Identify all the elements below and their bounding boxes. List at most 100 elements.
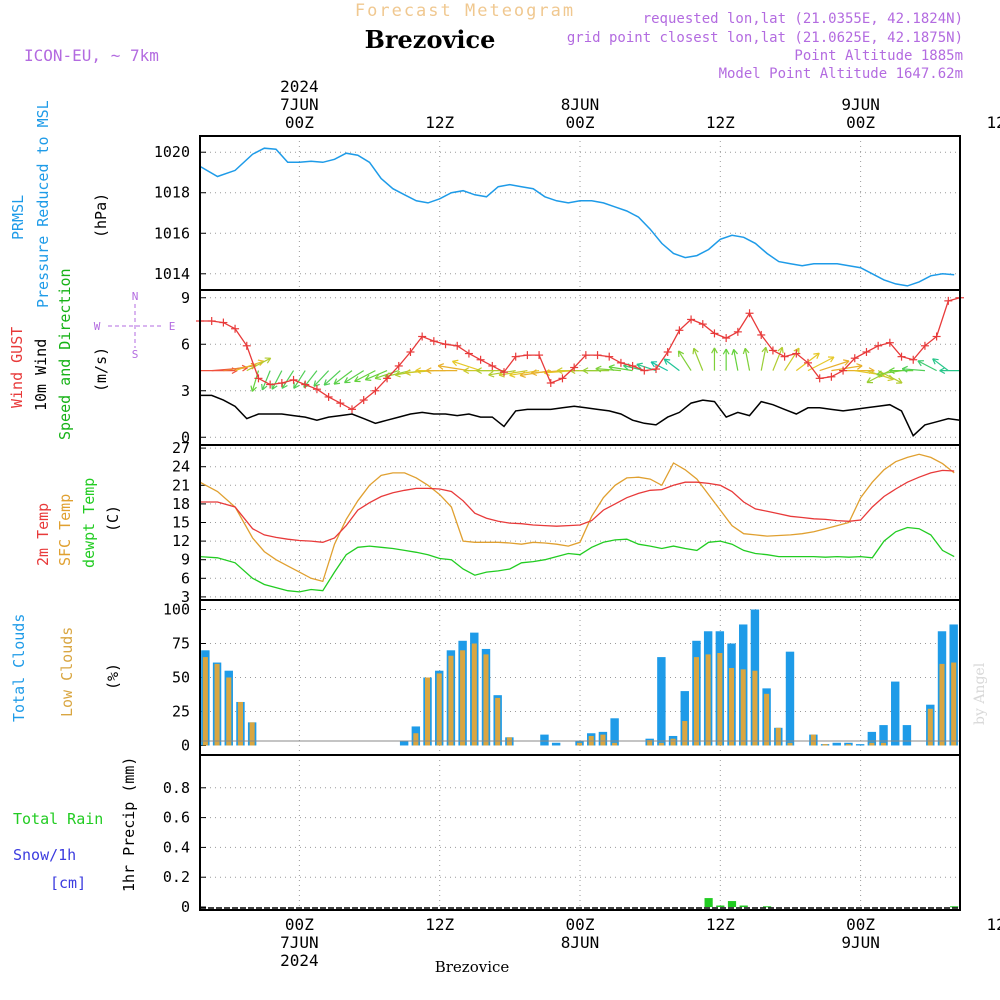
wind-arrow-head (636, 363, 642, 370)
wind-arrow (917, 360, 937, 372)
wind-arrow (261, 370, 271, 391)
gust-marker (839, 366, 848, 375)
gust-marker (441, 340, 450, 349)
y-tick-label: 15 (172, 514, 190, 532)
low-cloud-bar (237, 701, 243, 746)
requested-coords: requested lon,lat (21.0355E, 42.1824N) (643, 11, 963, 27)
total-cloud-bar (680, 691, 689, 746)
wind-arrow (939, 367, 960, 375)
wind-arrow-head (623, 365, 629, 371)
bottom-tick-label: 12Z (706, 915, 735, 934)
wind-arrow-head (765, 347, 769, 354)
wind-arrow-head (519, 371, 526, 376)
wind-arrow (650, 361, 668, 372)
wind-arrow (246, 357, 272, 372)
top-tick-label: 00Z (566, 113, 595, 132)
wind-arrow-head (813, 352, 820, 355)
wind-arrow-shaft (693, 348, 704, 371)
wind-arrow-head (364, 374, 370, 381)
y-tick-label: 100 (163, 601, 190, 619)
wind-arrow-head (678, 350, 685, 355)
wind-arrow (313, 370, 330, 387)
wind-arrow-shaft (452, 360, 481, 372)
wind-arrow-head (595, 368, 602, 373)
wind-arrow-shaft (354, 370, 376, 382)
wind-arrow-head (354, 376, 359, 382)
y-tick-label: 0 (181, 736, 190, 754)
gust-marker (219, 318, 228, 327)
wind-arrow-head (509, 371, 515, 376)
y-tick-label: 0 (181, 428, 190, 446)
wind-arrow-shaft (819, 360, 850, 372)
wind-arrow-head (519, 374, 526, 379)
wind-arrow-head (251, 386, 257, 392)
wind-arrow (364, 370, 388, 381)
wind-arrow-shaft (917, 360, 937, 372)
wind-arrow-head (415, 370, 422, 375)
top-tick-label: 7JUN (280, 95, 319, 114)
gust-marker (359, 396, 368, 405)
compass-south: S (132, 348, 139, 361)
prmsl-label: PRMSL (9, 195, 27, 240)
wind-arrow-head (281, 384, 288, 389)
gust-marker (418, 332, 427, 341)
wind-arrow-head (711, 347, 715, 354)
gust-marker (733, 327, 742, 336)
gust-marker (535, 351, 544, 360)
low-cloud-bar (448, 655, 454, 746)
dewpoint-line (199, 526, 955, 593)
y-tick-label: 21 (172, 476, 190, 494)
wind-arrow-head (437, 363, 445, 367)
model-name: ICON-EU, ~ 7km (24, 46, 159, 65)
wind-arrow-shaft (333, 370, 353, 385)
wind-arrow-head (425, 367, 432, 372)
top-tick-label: 12Z (425, 113, 454, 132)
total-cloud-bar (902, 725, 912, 746)
wind-arrow-head (582, 367, 589, 372)
wind-arrow (595, 365, 621, 373)
wind-arrow-head (781, 347, 784, 354)
model-altitude: Model Point Altitude 1647.62m (719, 66, 963, 82)
wind-arrow-head (509, 374, 516, 378)
low-cloud-bar (927, 708, 933, 746)
wind-arrow-head (876, 370, 882, 376)
wind-arrow-head (888, 367, 895, 372)
low-cloud-bar (682, 721, 688, 746)
wind-arrow-head (608, 364, 615, 368)
pressure-line (199, 147, 955, 287)
wind-arrow-head (257, 359, 264, 362)
low-cloud-bar (425, 677, 431, 746)
clouds-unit: (%) (104, 663, 122, 690)
gust-marker (698, 320, 707, 329)
wind-arrow (888, 367, 914, 375)
wind-arrow-head (901, 365, 908, 370)
y-tick-label: 3 (181, 588, 190, 606)
total-cloud-bar (855, 744, 865, 746)
wind-arrow-head (744, 347, 750, 354)
bottom-tick-label: 9JUN (841, 933, 880, 952)
wind-compass: N S E W (94, 290, 176, 361)
gust-marker (383, 374, 392, 383)
gust-marker (804, 358, 812, 367)
low-cloud-bar (612, 742, 618, 746)
y-tick-label: 3 (181, 382, 190, 400)
gust-marker (663, 348, 672, 356)
precip-bars (704, 898, 959, 908)
low-cloud-bar (810, 734, 816, 746)
temp-2m-line (200, 469, 955, 543)
low-cloud-bar (764, 693, 770, 746)
gust-marker (827, 372, 836, 381)
precip-unit: 1hr Precip (mm) (120, 757, 138, 892)
wind-arrow-head (888, 370, 895, 375)
y-tick-label: 0.8 (163, 779, 190, 797)
wind-arrow-head (898, 377, 903, 384)
y-tick-label: 9 (181, 551, 190, 569)
y-tick-label: 6 (181, 569, 190, 587)
gust-marker (231, 324, 240, 333)
rain-bar (716, 905, 725, 908)
pressure-unit: (hPa) (92, 193, 110, 238)
gust-marker (324, 392, 333, 401)
grid-point-coords: grid point closest lon,lat (21.0625E, 42… (567, 30, 963, 46)
gust-marker (406, 348, 415, 356)
gust-marker (768, 346, 777, 355)
